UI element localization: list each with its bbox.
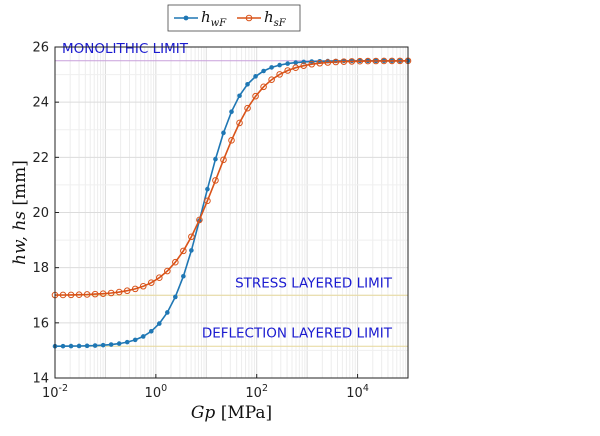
point-hwF bbox=[181, 273, 186, 279]
point-hwF bbox=[116, 341, 122, 346]
point-hsF bbox=[236, 119, 243, 127]
point-hsF bbox=[340, 58, 348, 65]
point-hwF bbox=[261, 68, 266, 74]
point-hsF bbox=[59, 291, 67, 299]
y-tick-label: 26 bbox=[32, 41, 49, 56]
point-hsF bbox=[300, 62, 308, 69]
point-hsF bbox=[228, 137, 235, 144]
point-hsF bbox=[252, 92, 259, 100]
point-hsF bbox=[147, 279, 155, 286]
point-hsF bbox=[284, 67, 291, 74]
point-hsF bbox=[196, 216, 203, 224]
series-layer bbox=[51, 57, 412, 349]
point-hsF bbox=[260, 83, 267, 91]
point-hwF bbox=[132, 337, 138, 343]
point-hsF bbox=[172, 258, 179, 266]
point-hsF bbox=[123, 287, 131, 295]
point-hsF bbox=[180, 247, 187, 255]
point-hsF bbox=[396, 57, 404, 65]
reference-label: MONOLITHIC LIMIT bbox=[62, 41, 189, 57]
point-hwF bbox=[84, 343, 90, 349]
x-tick-label: 100 bbox=[145, 383, 168, 401]
y-tick-label: 18 bbox=[32, 261, 49, 276]
point-hwF bbox=[253, 74, 258, 79]
point-hsF bbox=[348, 58, 356, 65]
point-hsF bbox=[276, 71, 283, 78]
point-hsF bbox=[75, 291, 83, 298]
point-hsF bbox=[308, 60, 316, 68]
x-tick-label: 102 bbox=[245, 383, 268, 401]
grid bbox=[54, 46, 408, 379]
point-hwF bbox=[245, 81, 250, 87]
reference-label: STRESS LAYERED LIMIT bbox=[235, 275, 393, 291]
point-hsF bbox=[212, 177, 219, 184]
point-hwF bbox=[60, 343, 66, 349]
legend-swatch-marker bbox=[183, 15, 189, 21]
point-hwF bbox=[92, 343, 98, 348]
reference-label: DEFLECTION LAYERED LIMIT bbox=[202, 325, 393, 341]
point-hwF bbox=[269, 65, 274, 70]
point-hwF bbox=[221, 130, 226, 136]
point-hwF bbox=[76, 343, 82, 349]
point-hsF bbox=[188, 233, 195, 241]
point-hwF bbox=[124, 339, 130, 345]
point-hsF bbox=[115, 288, 123, 296]
point-hwF bbox=[293, 60, 298, 65]
point-hwF bbox=[156, 321, 162, 326]
point-hsF bbox=[324, 59, 332, 66]
point-hwF bbox=[108, 342, 114, 347]
y-axis-label: hw, hs [mm] bbox=[10, 160, 30, 265]
point-hsF bbox=[380, 57, 388, 65]
point-hwF bbox=[189, 248, 194, 253]
ticks: 14 16 18 20 22 24 26 10-2 100 102 104 bbox=[32, 41, 368, 402]
point-hwF bbox=[277, 62, 282, 68]
point-hsF bbox=[67, 291, 75, 299]
point-hsF bbox=[91, 290, 99, 298]
point-hwF bbox=[229, 109, 234, 114]
y-tick-label: 14 bbox=[32, 372, 49, 387]
point-hsF bbox=[99, 290, 107, 297]
point-hsF bbox=[268, 76, 275, 83]
point-hsF bbox=[204, 197, 211, 205]
point-hwF bbox=[205, 186, 210, 192]
legend-swatch-marker bbox=[245, 14, 253, 22]
legend-label: hwF bbox=[201, 8, 227, 29]
reference-lines: MONOLITHIC LIMIT STRESS LAYERED LIMIT DEFL… bbox=[55, 41, 408, 347]
x-axis-label: Gp [MPa] bbox=[191, 403, 272, 423]
point-hsF bbox=[83, 291, 91, 298]
y-tick-label: 16 bbox=[32, 316, 49, 331]
point-hsF bbox=[364, 57, 372, 65]
point-hwF bbox=[285, 61, 290, 66]
point-hsF bbox=[131, 285, 139, 293]
x-tick-label: 10-2 bbox=[42, 383, 68, 401]
point-hsF bbox=[155, 274, 163, 282]
point-hwF bbox=[237, 93, 242, 99]
point-hsF bbox=[244, 104, 251, 112]
point-hwF bbox=[165, 310, 170, 315]
y-tick-label: 20 bbox=[32, 206, 49, 221]
point-hsF bbox=[372, 57, 380, 65]
point-hsF bbox=[356, 57, 364, 65]
x-tick-label: 104 bbox=[346, 383, 369, 401]
point-hwF bbox=[213, 156, 218, 162]
point-hsF bbox=[388, 57, 396, 65]
point-hwF bbox=[173, 294, 178, 300]
point-hwF bbox=[100, 342, 106, 348]
point-hsF bbox=[220, 156, 227, 164]
y-tick-label: 22 bbox=[32, 151, 49, 166]
point-hsF bbox=[164, 267, 171, 275]
legend: hwF hsF bbox=[167, 4, 301, 32]
point-hsF bbox=[316, 59, 324, 67]
point-hwF bbox=[68, 343, 74, 349]
point-hsF bbox=[332, 58, 340, 66]
point-hwF bbox=[148, 328, 154, 334]
y-tick-label: 24 bbox=[32, 96, 49, 111]
point-hwF bbox=[140, 334, 146, 339]
point-hsF bbox=[292, 64, 299, 71]
point-hsF bbox=[107, 289, 115, 297]
point-hsF bbox=[139, 282, 147, 290]
legend-label: hsF bbox=[264, 8, 287, 29]
axis-labels: Gp [MPa] hw, hs [mm] bbox=[10, 160, 272, 423]
